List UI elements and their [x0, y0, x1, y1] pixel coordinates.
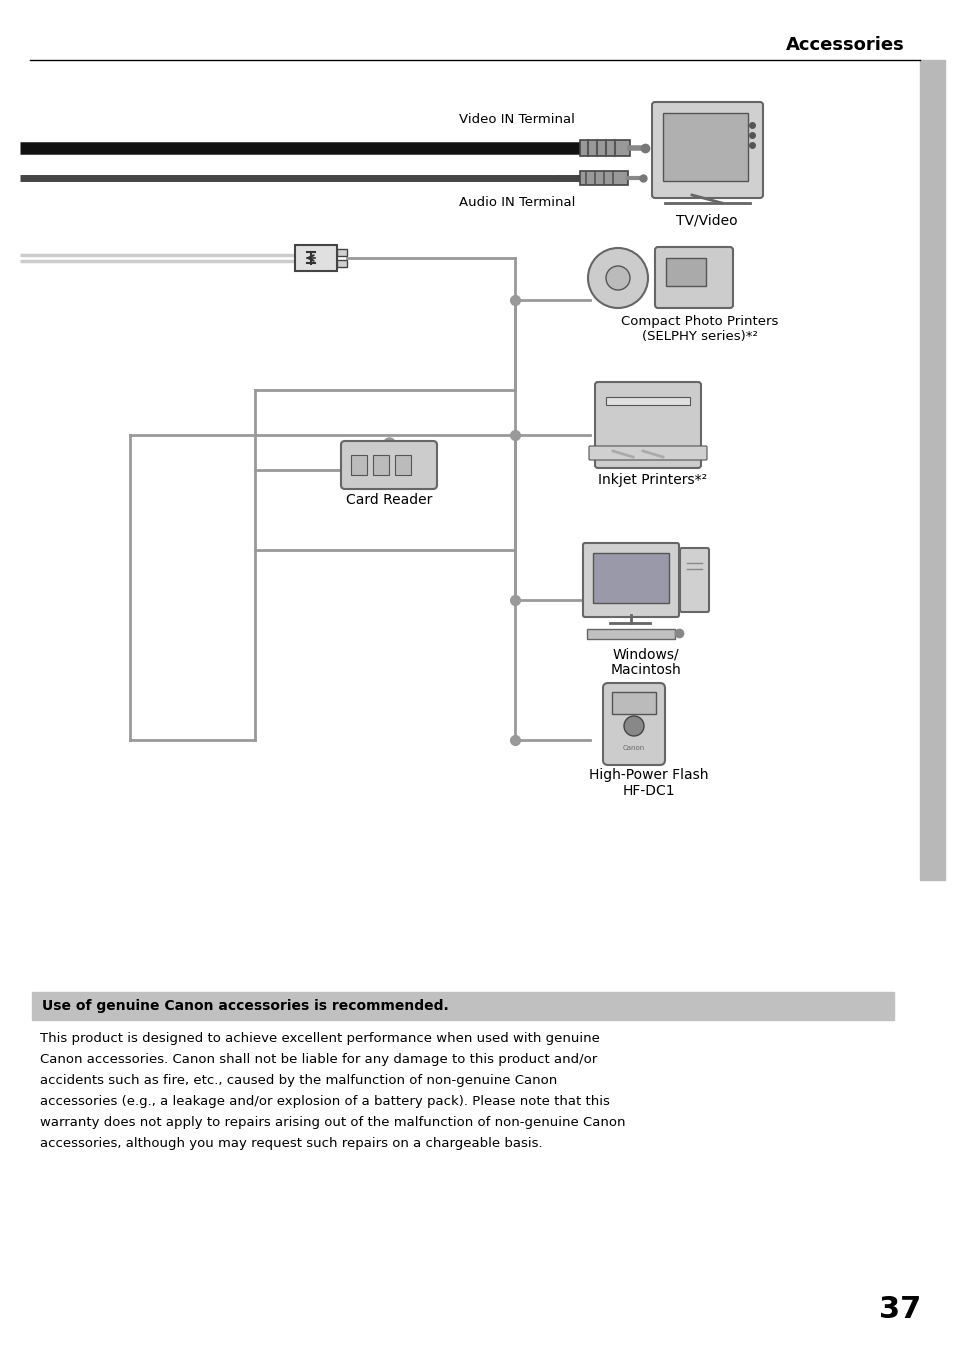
Text: 37: 37	[878, 1295, 921, 1325]
Circle shape	[623, 716, 643, 736]
Bar	[336, 249, 347, 256]
Text: TV/Video: TV/Video	[676, 213, 737, 227]
Bar	[605, 397, 689, 405]
Bar	[665, 258, 705, 286]
FancyBboxPatch shape	[588, 447, 706, 460]
Text: High-Power Flash
HF-DC1: High-Power Flash HF-DC1	[589, 768, 708, 798]
Text: Accessories: Accessories	[785, 36, 904, 54]
Bar	[336, 260, 347, 268]
FancyBboxPatch shape	[679, 547, 708, 612]
FancyBboxPatch shape	[655, 247, 732, 308]
Bar	[294, 245, 336, 270]
Bar	[373, 455, 389, 475]
Text: Card Reader: Card Reader	[345, 494, 432, 507]
Text: accessories, although you may request such repairs on a chargeable basis.: accessories, although you may request su…	[40, 1137, 542, 1150]
Text: Compact Photo Printers
(SELPHY series)*²: Compact Photo Printers (SELPHY series)*²	[620, 315, 778, 343]
Circle shape	[587, 247, 647, 308]
Bar	[351, 455, 367, 475]
Text: warranty does not apply to repairs arising out of the malfunction of non-genuine: warranty does not apply to repairs arisi…	[40, 1116, 625, 1128]
FancyBboxPatch shape	[602, 683, 664, 765]
Bar	[662, 113, 747, 182]
Text: Canon accessories. Canon shall not be liable for any damage to this product and/: Canon accessories. Canon shall not be li…	[40, 1053, 597, 1067]
Circle shape	[605, 266, 629, 291]
Text: Canon: Canon	[622, 745, 644, 751]
Bar	[32, 993, 893, 1020]
FancyBboxPatch shape	[595, 382, 700, 468]
Bar	[919, 61, 944, 880]
FancyBboxPatch shape	[582, 543, 679, 617]
Bar	[586, 629, 675, 639]
Text: accidents such as fire, etc., caused by the malfunction of non-genuine Canon: accidents such as fire, etc., caused by …	[40, 1075, 557, 1087]
Text: accessories (e.g., a leakage and/or explosion of a battery pack). Please note th: accessories (e.g., a leakage and/or expl…	[40, 1095, 609, 1108]
Text: Windows/
Macintosh: Windows/ Macintosh	[610, 647, 680, 677]
FancyBboxPatch shape	[651, 102, 762, 198]
Bar	[612, 691, 656, 714]
Text: This product is designed to achieve excellent performance when used with genuine: This product is designed to achieve exce…	[40, 1032, 599, 1045]
Text: Use of genuine Canon accessories is recommended.: Use of genuine Canon accessories is reco…	[42, 999, 448, 1013]
Bar	[593, 553, 668, 603]
Bar	[579, 140, 629, 156]
FancyBboxPatch shape	[340, 441, 436, 490]
Text: Inkjet Printers*²: Inkjet Printers*²	[598, 473, 707, 487]
Bar	[579, 171, 627, 186]
Bar	[395, 455, 411, 475]
Text: Video IN Terminal: Video IN Terminal	[458, 113, 575, 126]
Text: Audio IN Terminal: Audio IN Terminal	[458, 196, 575, 208]
